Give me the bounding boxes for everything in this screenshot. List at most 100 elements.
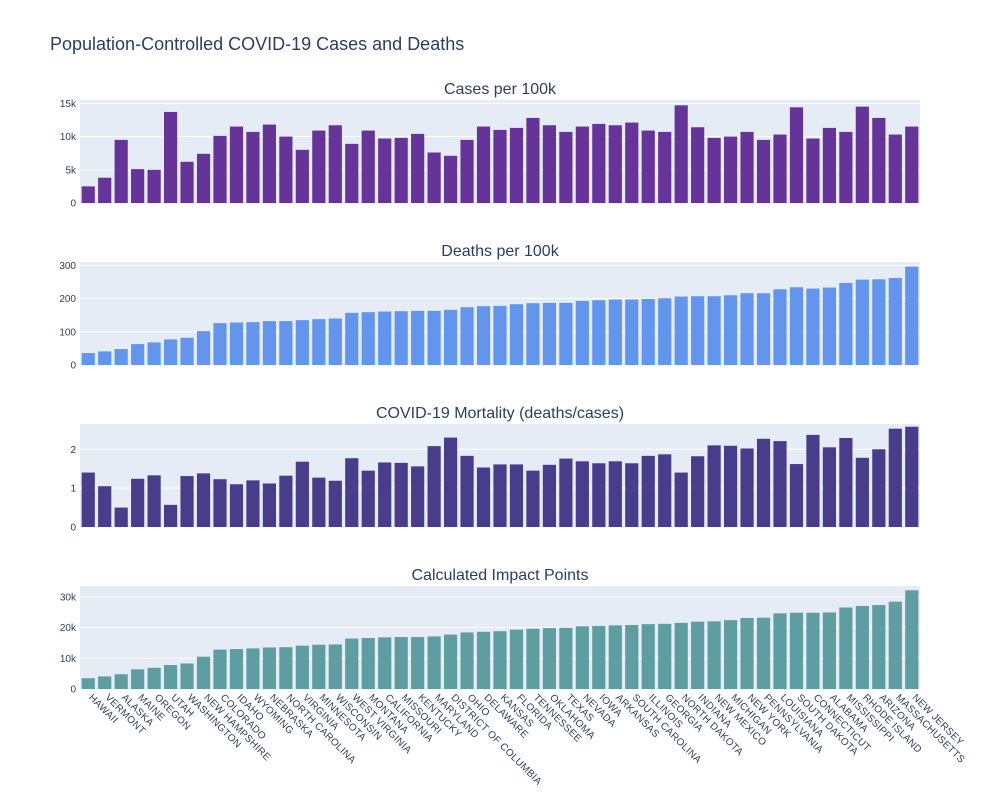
bar-new-jersey[interactable] [905, 590, 919, 689]
bar-vermont[interactable] [98, 486, 112, 527]
bar-hawaii[interactable] [81, 353, 95, 365]
bar-florida[interactable] [509, 304, 524, 365]
bar-montana[interactable] [361, 312, 375, 365]
bar-massachusetts[interactable] [888, 601, 902, 689]
bar-maryland[interactable] [427, 636, 441, 689]
bar-connecticut[interactable] [806, 434, 820, 527]
bar-new-hampshire[interactable] [196, 153, 211, 203]
bar-utah[interactable] [164, 111, 178, 203]
bar-south-carolina[interactable] [625, 299, 639, 365]
bar-florida[interactable] [509, 629, 524, 689]
bar-new-mexico[interactable] [707, 445, 721, 527]
bar-new-mexico[interactable] [707, 296, 721, 365]
bar-minnesota[interactable] [312, 319, 326, 365]
bar-kansas[interactable] [493, 464, 507, 527]
bar-district-of-columbia[interactable] [444, 155, 458, 203]
bar-arizona[interactable] [872, 279, 886, 365]
bar-georgia[interactable] [658, 623, 672, 689]
bar-louisiana[interactable] [773, 613, 787, 689]
bar-alabama[interactable] [822, 612, 836, 689]
bar-utah[interactable] [164, 665, 178, 689]
bar-kentucky[interactable] [411, 637, 425, 689]
bar-idaho[interactable] [229, 649, 244, 689]
bar-illinois[interactable] [641, 455, 655, 527]
bar-indiana[interactable] [691, 296, 705, 365]
bar-maine[interactable] [131, 344, 145, 365]
bar-louisiana[interactable] [773, 289, 787, 365]
bar-new-mexico[interactable] [707, 621, 721, 689]
bar-nebraska[interactable] [262, 483, 276, 527]
bar-virginia[interactable] [295, 645, 309, 689]
bar-missouri[interactable] [394, 462, 408, 527]
bar-georgia[interactable] [658, 454, 672, 527]
bar-california[interactable] [378, 637, 392, 689]
bar-montana[interactable] [361, 637, 375, 689]
bar-hawaii[interactable] [81, 472, 95, 527]
bar-new-york[interactable] [740, 293, 754, 365]
bar-connecticut[interactable] [806, 288, 820, 365]
bar-texas[interactable] [559, 302, 573, 365]
bar-wisconsin[interactable] [328, 480, 342, 527]
bar-mississippi[interactable] [839, 282, 853, 365]
bar-mississippi[interactable] [839, 131, 853, 203]
bar-minnesota[interactable] [312, 644, 326, 689]
bar-delaware[interactable] [476, 126, 491, 203]
bar-north-dakota[interactable] [674, 472, 688, 527]
bar-illinois[interactable] [641, 130, 655, 203]
bar-new-york[interactable] [740, 131, 754, 203]
bar-rhode-island[interactable] [855, 106, 869, 203]
bar-illinois[interactable] [641, 624, 655, 689]
bar-district-of-columbia[interactable] [444, 437, 458, 527]
bar-rhode-island[interactable] [855, 605, 869, 689]
bar-arizona[interactable] [872, 117, 886, 203]
bar-vermont[interactable] [98, 351, 112, 365]
bar-louisiana[interactable] [773, 441, 787, 527]
bar-west-virginia[interactable] [345, 638, 359, 689]
bar-arkansas[interactable] [608, 625, 622, 689]
bar-oklahoma[interactable] [542, 628, 556, 689]
bar-north-carolina[interactable] [279, 647, 293, 689]
bar-alabama[interactable] [822, 127, 836, 203]
bar-iowa[interactable] [592, 463, 606, 527]
bar-montana[interactable] [361, 130, 375, 203]
bar-hawaii[interactable] [81, 186, 95, 203]
bar-oklahoma[interactable] [542, 464, 556, 527]
bar-washington[interactable] [180, 161, 194, 203]
bar-new-york[interactable] [740, 617, 754, 689]
bar-kansas[interactable] [493, 631, 507, 689]
bar-mississippi[interactable] [839, 437, 853, 527]
bar-new-york[interactable] [740, 448, 754, 527]
bar-south-carolina[interactable] [625, 122, 639, 203]
bar-indiana[interactable] [691, 456, 705, 527]
bar-kentucky[interactable] [411, 133, 425, 203]
bar-oklahoma[interactable] [542, 125, 556, 203]
bar-new-hampshire[interactable] [196, 656, 211, 689]
bar-texas[interactable] [559, 131, 573, 203]
bar-arizona[interactable] [872, 605, 886, 689]
bar-vermont[interactable] [98, 676, 112, 689]
bar-indiana[interactable] [691, 127, 705, 203]
bar-pennsylvania[interactable] [756, 617, 771, 689]
bar-missouri[interactable] [394, 311, 408, 365]
bar-minnesota[interactable] [312, 477, 326, 527]
bar-new-jersey[interactable] [905, 126, 919, 203]
bar-ohio[interactable] [460, 455, 474, 527]
bar-south-dakota[interactable] [789, 612, 804, 689]
bar-illinois[interactable] [641, 298, 655, 365]
bar-missouri[interactable] [394, 637, 408, 689]
bar-oregon[interactable] [147, 475, 161, 527]
bar-south-dakota[interactable] [789, 287, 804, 365]
bar-alaska[interactable] [114, 139, 128, 203]
bar-north-carolina[interactable] [279, 321, 293, 365]
bar-indiana[interactable] [691, 621, 705, 689]
bar-mississippi[interactable] [839, 607, 853, 689]
bar-maryland[interactable] [427, 446, 441, 527]
bar-washington[interactable] [180, 337, 194, 365]
bar-oregon[interactable] [147, 169, 161, 203]
bar-west-virginia[interactable] [345, 458, 359, 527]
bar-nebraska[interactable] [262, 647, 276, 689]
bar-california[interactable] [378, 138, 392, 203]
bar-alaska[interactable] [114, 674, 128, 689]
bar-district-of-columbia[interactable] [444, 634, 458, 689]
bar-colorado[interactable] [213, 649, 227, 689]
